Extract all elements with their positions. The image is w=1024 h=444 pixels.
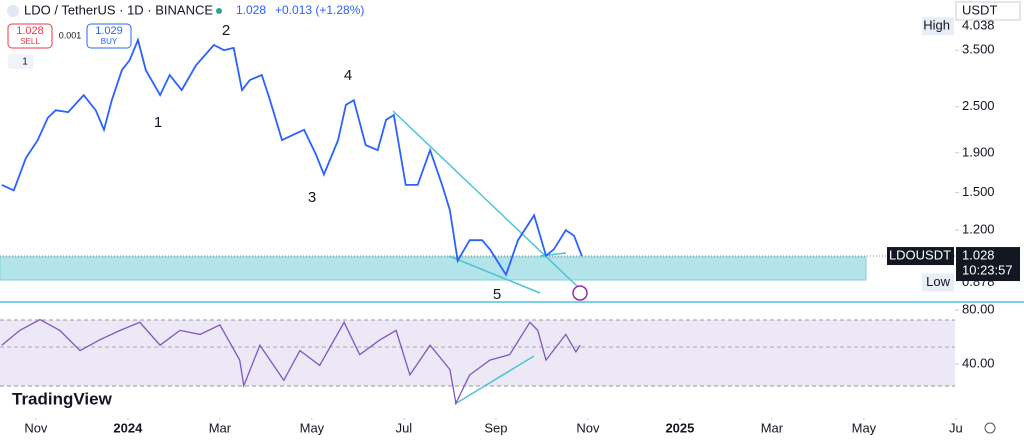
- price: 1.028: [236, 3, 266, 17]
- trend-line: [448, 255, 541, 294]
- x-tick-label: 2025: [665, 420, 694, 435]
- y-tick-label: 40.00: [962, 356, 995, 371]
- price-line: [1, 37, 583, 277]
- sell-button[interactable]: [7, 23, 53, 49]
- trend-line: [539, 252, 567, 257]
- x-tick-label: Nov: [24, 420, 48, 435]
- low-box: [922, 273, 954, 292]
- logo: TradingView: [12, 389, 113, 408]
- y-tick-label: 1.200: [962, 221, 995, 236]
- currency-box[interactable]: [955, 1, 1021, 21]
- x-tick-label: 2024: [113, 420, 143, 435]
- wave-label: 3: [308, 189, 316, 206]
- alert-icon[interactable]: [572, 285, 588, 301]
- spread: 0.001: [59, 30, 82, 40]
- x-tick-label: Jul: [396, 420, 413, 435]
- support-zone: [0, 256, 867, 281]
- buy-price: 1.029: [95, 25, 123, 37]
- high-box: [922, 17, 954, 36]
- x-tick-label: Sep: [484, 420, 507, 435]
- countdown: 10:23:57: [962, 262, 1013, 277]
- x-tick-label: Mar: [209, 420, 232, 435]
- x-tick-label: Nov: [576, 420, 600, 435]
- change: +0.013 (+1.28%): [275, 3, 364, 17]
- y-tick-label: 2.500: [962, 98, 995, 113]
- last-price-box: [956, 247, 1020, 282]
- last-price: 1.028: [962, 247, 995, 262]
- y-tick-label: 80.00: [962, 302, 995, 317]
- sell-price: 1.028: [16, 25, 44, 37]
- wave-label: 5: [493, 286, 501, 303]
- settings-icon[interactable]: [984, 422, 996, 434]
- x-tick-label: Mar: [761, 420, 784, 435]
- currency: USDT: [962, 2, 997, 17]
- y-tick-label: 1.500: [962, 184, 995, 199]
- symbol: LDO / TetherUS · 1D · BINANCE: [24, 2, 213, 17]
- trend-line: [392, 110, 579, 288]
- low-label: Low: [926, 274, 950, 289]
- last-symbol: LDOUSDT: [889, 247, 951, 262]
- market-status: [216, 8, 222, 14]
- y-tick-label: 1.900: [962, 144, 995, 159]
- wave-label: 2: [222, 22, 230, 39]
- buy-label: BUY: [101, 37, 118, 46]
- symbol-box: [887, 247, 954, 266]
- wave-label: 1: [154, 114, 162, 131]
- x-tick-label: May: [300, 420, 325, 435]
- symbol-icon: [7, 5, 19, 17]
- x-tick-label: Ju: [949, 420, 963, 435]
- rsi-band: [0, 320, 955, 386]
- interval: 1: [22, 57, 28, 68]
- x-tick-label: May: [852, 420, 877, 435]
- y-tick-label: 3.500: [962, 42, 995, 57]
- high-value: 4.038: [962, 18, 995, 33]
- interval-badge[interactable]: [8, 54, 34, 69]
- high-label: High: [923, 18, 950, 33]
- wave-label: 4: [344, 67, 352, 84]
- buy-button[interactable]: [86, 23, 132, 49]
- trend-line: [454, 355, 535, 405]
- price-line: [1, 318, 581, 406]
- sell-label: SELL: [20, 37, 40, 46]
